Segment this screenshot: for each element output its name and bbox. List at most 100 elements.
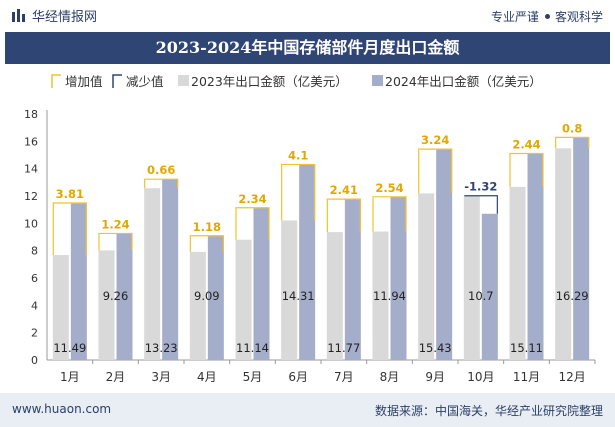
x-category-label: 4月 [197, 370, 217, 384]
y-tick-label: 18 [24, 108, 38, 121]
x-category-label: 2月 [106, 370, 126, 384]
top-bar: 华经情报网 专业严谨 客观科学 [0, 0, 615, 32]
change-value-label: 0.8 [562, 121, 582, 135]
value-label-2024: 10.7 [468, 289, 494, 303]
y-tick-label: 12 [24, 190, 38, 203]
bar-2024 [253, 207, 270, 360]
change-value-label: 3.24 [421, 133, 449, 147]
value-label-2024: 11.94 [373, 289, 406, 303]
bar-2024 [390, 196, 407, 360]
change-value-label: 3.81 [56, 187, 84, 201]
value-label-2024: 16.29 [556, 289, 589, 303]
increase-bracket [98, 232, 133, 251]
y-tick-label: 2 [31, 327, 38, 340]
bar-2024 [299, 164, 316, 360]
brand-name: 华经情报网 [32, 10, 98, 25]
x-category-label: 1月 [60, 370, 80, 384]
legend-decrease-swatch [112, 74, 122, 88]
increase-bracket [555, 136, 590, 149]
bar-2024 [527, 153, 544, 360]
value-label-2024: 11.77 [327, 341, 360, 355]
change-value-label: 0.66 [147, 163, 175, 177]
x-category-label: 8月 [380, 370, 400, 384]
change-value-label: 2.34 [238, 192, 266, 206]
increase-bracket [235, 207, 270, 240]
value-label-2024: 14.31 [282, 289, 315, 303]
bar-2023 [98, 250, 115, 360]
value-label-2024: 15.43 [419, 341, 452, 355]
chart-title: 2023-2024年中国存储部件月度出口金额 [155, 38, 460, 57]
y-tick-label: 6 [31, 272, 38, 285]
value-label-2024: 9.09 [194, 289, 220, 303]
increase-bracket [281, 163, 316, 221]
change-value-label: 2.41 [330, 183, 358, 197]
change-value-label: -1.32 [464, 180, 497, 194]
legend-label: 2023年出口金额（亿美元） [191, 74, 348, 89]
y-tick-label: 0 [31, 354, 38, 367]
bar-2024 [162, 179, 179, 360]
increase-bracket [189, 235, 224, 252]
value-label-2024: 13.23 [145, 341, 178, 355]
y-tick-label: 14 [24, 163, 38, 176]
y-tick-label: 8 [31, 245, 38, 258]
change-value-label: 1.24 [101, 217, 129, 231]
increase-bracket [372, 196, 407, 232]
change-value-label: 4.1 [288, 148, 308, 162]
legend-increase-swatch [51, 74, 61, 88]
bar-2023 [509, 186, 526, 360]
logo-bars-icon [12, 9, 25, 22]
bar-2024 [481, 213, 498, 360]
data-source: 数据来源：中国海关，华经产业研究院整理 [374, 404, 603, 418]
increase-bracket [144, 178, 179, 189]
x-category-label: 3月 [151, 370, 171, 384]
bar-chart: 增加值 减少值 2023年出口金额（亿美元） 2024年出口金额（亿美元） 0 2 4 6 8 1… [24, 74, 596, 384]
bar-2023 [281, 220, 298, 360]
slogan: 专业严谨 客观科学 [491, 8, 603, 25]
value-label-2024: 11.49 [53, 341, 86, 355]
slogan-left: 专业严谨 [490, 10, 539, 24]
change-value-label: 2.44 [512, 137, 540, 151]
bar-2024 [436, 149, 453, 360]
bar-2023 [326, 232, 343, 360]
x-category-label: 7月 [334, 370, 354, 384]
bar-2023 [144, 188, 161, 360]
bar-2024 [70, 202, 87, 360]
slogan-dot-icon [544, 14, 550, 19]
bar-2024 [344, 199, 361, 360]
bar-2024 [116, 233, 133, 360]
increase-bracket [509, 152, 544, 187]
legend-series-swatch [178, 75, 189, 86]
change-value-label: 1.18 [193, 220, 221, 234]
legend-label: 增加值 [65, 74, 103, 89]
value-label-2024: 15.11 [510, 341, 543, 355]
legend-label: 减少值 [126, 74, 164, 89]
y-tick-label: 10 [24, 217, 38, 230]
title-bar: 2023-2024年中国存储部件月度出口金额 [5, 32, 610, 64]
decrease-bracket [464, 195, 498, 214]
increase-bracket [418, 148, 453, 194]
x-category-label: 9月 [425, 370, 445, 384]
increase-bracket [326, 198, 361, 233]
footer-bar: www.huaon.com 数据来源：中国海关，华经产业研究院整理 [0, 393, 615, 427]
change-value-label: 2.54 [375, 181, 403, 195]
bar-2024 [573, 137, 590, 360]
legend-label: 2024年出口金额（亿美元） [385, 74, 542, 89]
x-category-label: 11月 [513, 370, 540, 384]
y-tick-label: 4 [31, 299, 38, 312]
x-category-label: 6月 [288, 370, 308, 384]
x-category-label: 10月 [467, 370, 494, 384]
website-link[interactable]: www.huaon.com [12, 402, 112, 416]
slogan-right: 客观科学 [554, 10, 603, 24]
y-tick-label: 16 [24, 135, 38, 148]
bar-2023 [189, 251, 206, 360]
bar-2023 [463, 195, 480, 360]
bar-2023 [235, 239, 252, 360]
bar-2023 [372, 231, 389, 360]
legend-series-swatch [372, 75, 383, 86]
bar-2023 [555, 148, 572, 360]
increase-bracket [52, 202, 87, 256]
bar-2023 [52, 255, 69, 360]
value-label-2024: 9.26 [103, 289, 129, 303]
x-category-label: 12月 [559, 370, 586, 384]
x-category-label: 5月 [243, 370, 263, 384]
